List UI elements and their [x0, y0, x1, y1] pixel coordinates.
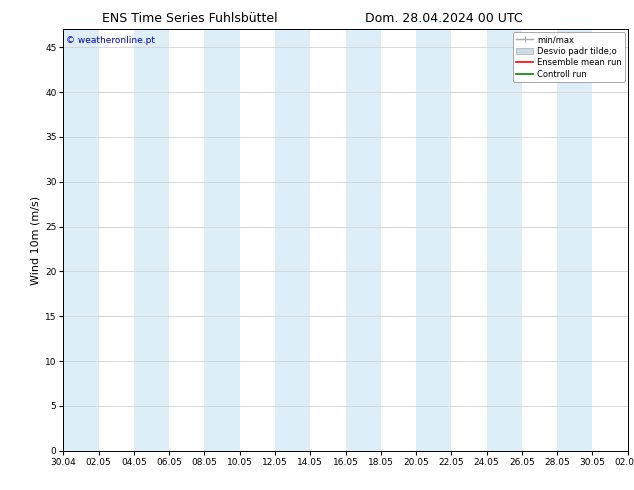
Text: Dom. 28.04.2024 00 UTC: Dom. 28.04.2024 00 UTC [365, 12, 522, 25]
Bar [416, 29, 451, 451]
Bar [557, 29, 592, 451]
Text: © weatheronline.pt: © weatheronline.pt [66, 36, 155, 45]
Bar [63, 29, 99, 451]
Bar [204, 29, 240, 451]
Text: ENS Time Series Fuhlsbüttel: ENS Time Series Fuhlsbüttel [102, 12, 278, 25]
Bar [134, 29, 169, 451]
Legend: min/max, Desvio padr tilde;o, Ensemble mean run, Controll run: min/max, Desvio padr tilde;o, Ensemble m… [513, 32, 625, 82]
Y-axis label: Wind 10m (m/s): Wind 10m (m/s) [31, 196, 41, 285]
Bar [275, 29, 310, 451]
Bar [346, 29, 381, 451]
Bar [487, 29, 522, 451]
